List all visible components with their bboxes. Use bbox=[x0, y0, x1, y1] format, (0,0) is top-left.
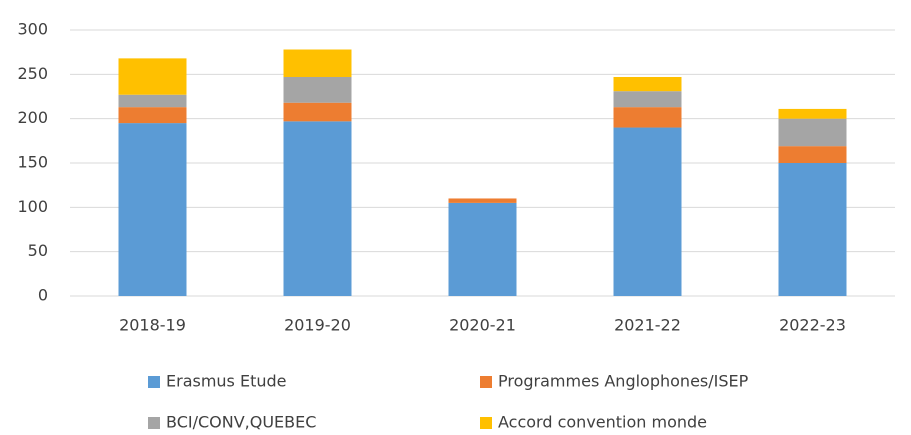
bar bbox=[283, 76, 352, 103]
y-tick-label: 200 bbox=[17, 108, 48, 127]
y-tick-label: 100 bbox=[17, 197, 48, 216]
bar bbox=[283, 102, 352, 122]
legend-swatch bbox=[148, 376, 160, 388]
bar bbox=[778, 146, 847, 163]
bar bbox=[613, 76, 682, 92]
y-tick-label: 50 bbox=[28, 241, 48, 260]
bar bbox=[613, 127, 682, 297]
bar bbox=[613, 107, 682, 128]
legend-swatch bbox=[480, 376, 492, 388]
legend-label: Programmes Anglophones/ISEP bbox=[498, 372, 749, 391]
bar bbox=[118, 94, 187, 108]
legend-swatch bbox=[148, 417, 160, 429]
y-tick-label: 300 bbox=[17, 20, 48, 39]
bar bbox=[778, 118, 847, 147]
y-tick-label: 150 bbox=[17, 153, 48, 172]
y-tick-label: 0 bbox=[38, 286, 48, 305]
bar bbox=[778, 163, 847, 296]
y-tick-label: 250 bbox=[17, 64, 48, 83]
bar bbox=[118, 123, 187, 296]
x-tick-label: 2021-22 bbox=[614, 316, 681, 335]
x-tick-label: 2019-20 bbox=[284, 316, 351, 335]
bar bbox=[118, 107, 187, 124]
legend-label: Erasmus Etude bbox=[166, 372, 287, 391]
legend-label: BCI/CONV,QUEBEC bbox=[166, 413, 316, 432]
bar bbox=[613, 91, 682, 108]
x-tick-label: 2022-23 bbox=[779, 316, 846, 335]
bar bbox=[283, 49, 352, 77]
x-tick-label: 2018-19 bbox=[119, 316, 186, 335]
legend-label: Accord convention monde bbox=[498, 413, 707, 432]
bar bbox=[283, 121, 352, 297]
x-tick-label: 2020-21 bbox=[449, 316, 516, 335]
bar bbox=[118, 58, 187, 95]
bar bbox=[778, 108, 847, 119]
legend-swatch bbox=[480, 417, 492, 429]
bar bbox=[448, 198, 517, 203]
bar bbox=[448, 202, 517, 296]
